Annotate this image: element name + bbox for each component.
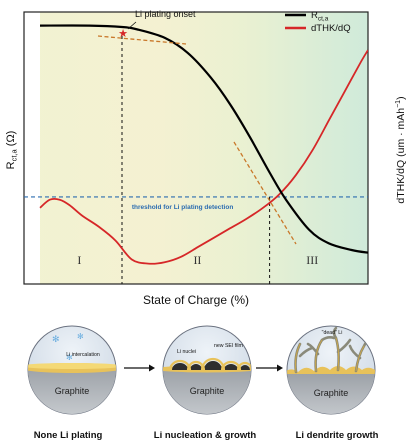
stage-title: None Li plating [34,430,103,441]
tangent-line-plateau [97,35,187,45]
legend-label-rct: Rct,a [311,10,329,23]
stage-title: Li dendrite growth [296,430,379,441]
stage-nucleation: Li nuclei new SEI film Graphite Li nucle… [154,325,257,441]
tangent-line-slope [233,141,297,245]
onset-pointer [127,21,137,30]
nuclei-label: Li nuclei [177,349,196,355]
snowflake-icon: ✻ [52,335,60,345]
stage-panels: ✻ ✻ ✻ Li intercalation Graphite None Li … [27,325,379,441]
chart: threshold for Li plating detection I II … [5,9,407,307]
region-label-1: I [77,253,81,267]
region-label-3: III [306,253,318,267]
y-axis-label-left: Rct,a (Ω) [5,131,19,170]
series-line-rct [39,24,368,254]
onset-star-icon: ★ [118,27,128,40]
substrate-label: Graphite [55,386,90,396]
series-line-dthk [39,49,368,265]
substrate-label: Graphite [314,388,349,398]
stage-dendrite: "dead" Li Graphite Li dendrite growth [286,325,379,441]
stage-title: Li nucleation & growth [154,430,257,441]
stage-label-intercalation: Li intercalation [66,352,100,358]
arrow-head [277,364,283,372]
stage-none-plating: ✻ ✻ ✻ Li intercalation Graphite None Li … [27,325,117,441]
onset-label: Li plating onset [135,9,196,19]
li-nuclei [172,361,250,370]
threshold-label: threshold for Li plating detection [132,204,234,211]
snowflake-icon: ✻ [66,353,73,362]
legend-label-dthk: dTHK/dQ [311,23,351,34]
sei-film [168,357,251,371]
x-axis-label: State of Charge (%) [143,293,249,307]
substrate-label: Graphite [190,386,225,396]
region-label-2: II [193,253,201,267]
plot-frame [23,11,369,285]
dead-li-label: "dead" Li [322,330,343,336]
legend: Rct,a dTHK/dQ [285,10,351,34]
y-axis-label-right: dTHK/dQ (um · mAh−1) [395,96,407,203]
sei-label: new SEI film [214,343,243,349]
snowflake-icon: ✻ [77,332,84,341]
arrow-head [149,364,155,372]
